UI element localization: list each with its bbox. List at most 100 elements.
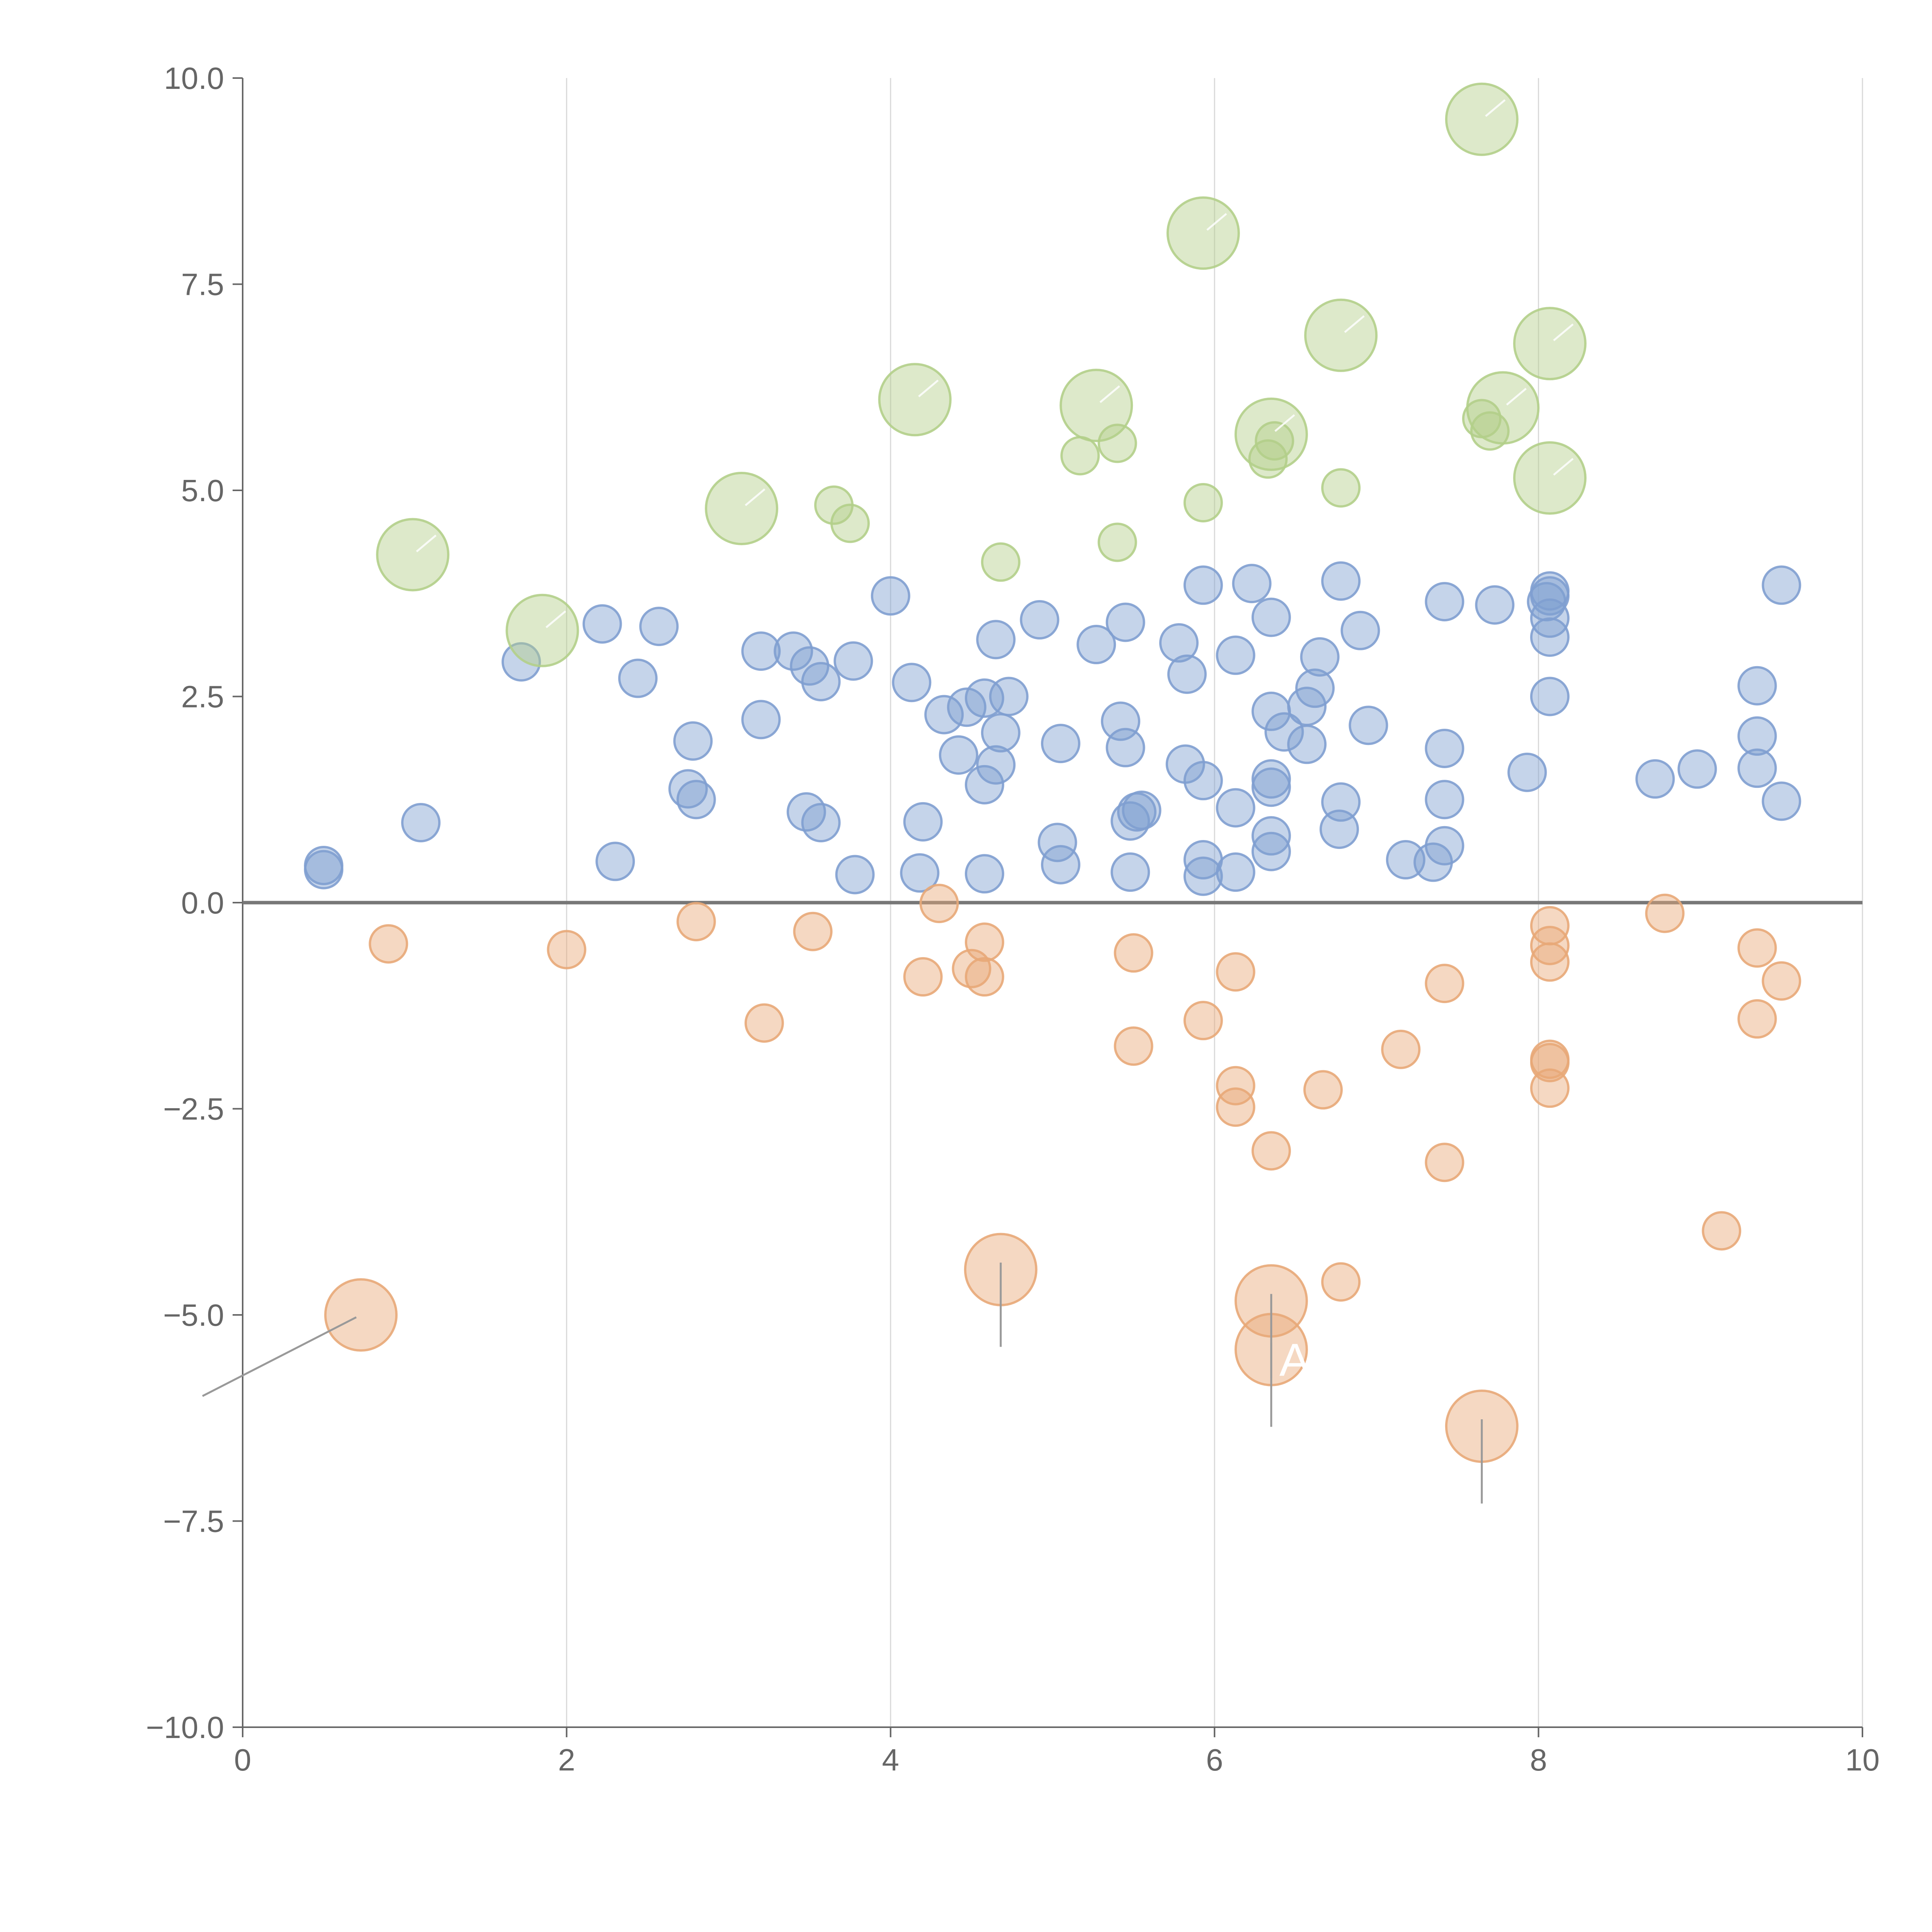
bubble-blue — [1251, 816, 1291, 856]
series-orange — [324, 884, 1801, 1463]
bubble-blue — [1111, 852, 1150, 892]
bubble-green — [1060, 436, 1100, 476]
leader-line — [545, 610, 566, 628]
tick-labels: 10.0 7.5 5.0 2.5 0.0 −2.5 −5.0 −7.5 −10.0 0 2 4 6 8 10 — [146, 61, 1880, 1777]
bubble-orange — [1251, 1131, 1291, 1171]
leader-line — [1485, 99, 1506, 117]
bubble-orange — [919, 884, 959, 923]
bubble-blue — [1300, 637, 1340, 677]
bubble-orange — [1762, 961, 1801, 1001]
bubble-blue — [1425, 728, 1464, 768]
bubble-green — [1060, 369, 1133, 442]
bubble-orange — [744, 1003, 784, 1043]
bubble-blue — [801, 803, 841, 843]
bubble-blue — [1762, 781, 1801, 821]
bubble-green — [1445, 82, 1519, 156]
bubble-orange — [1216, 1087, 1255, 1127]
bubble-blue — [976, 745, 1016, 785]
leader-line — [1274, 414, 1295, 432]
leader-line — [1206, 213, 1227, 231]
bubble-green — [376, 518, 450, 592]
bubble-orange — [1216, 1066, 1255, 1105]
bubble-orange — [1645, 893, 1685, 933]
bubble-blue — [502, 642, 541, 682]
bubble-orange — [1381, 1029, 1421, 1069]
bubble-blue — [1321, 561, 1361, 601]
bubble-green — [1513, 441, 1587, 515]
bubble-blue — [1251, 759, 1291, 799]
bubble-blue — [939, 735, 978, 775]
bubble-blue — [618, 658, 658, 698]
bubble-blue — [1425, 780, 1464, 820]
bubble-blue — [741, 700, 781, 740]
bubble-blue — [1530, 677, 1570, 716]
bubble-green — [1466, 371, 1540, 445]
bubble-blue — [1737, 748, 1777, 788]
bubble-green — [1470, 411, 1510, 451]
bubble-orange — [1530, 1068, 1570, 1108]
bubble-orange — [676, 902, 716, 942]
bubble-blue — [1287, 724, 1327, 764]
bubble-blue — [1183, 761, 1223, 801]
bubble-blue — [1020, 600, 1060, 640]
y-tick-label: 7.5 — [181, 267, 224, 302]
bubble-orange — [369, 924, 408, 964]
bubble-green — [1097, 522, 1137, 562]
bubble-blue — [1077, 625, 1116, 665]
x-tick-label: 6 — [1206, 1743, 1223, 1777]
bubble-blue — [1475, 585, 1515, 625]
bubble-blue — [1122, 790, 1162, 830]
bubble-blue — [1425, 582, 1464, 622]
bubble-blue — [1167, 654, 1207, 694]
bubble-blue — [1530, 617, 1570, 657]
leader-lines — [202, 99, 1574, 1504]
series-blue — [304, 561, 1801, 896]
leader-line — [202, 1316, 357, 1397]
y-tick-label: 0.0 — [181, 886, 224, 920]
series-green — [376, 82, 1587, 667]
bubble-blue — [676, 780, 716, 820]
bubble-blue — [1349, 706, 1388, 745]
bubble-green — [705, 471, 779, 545]
leader-line — [918, 379, 939, 398]
bubble-orange — [964, 922, 1004, 962]
bubble-blue — [1507, 752, 1547, 792]
bubble-blue — [774, 631, 813, 671]
y-tick-label: −10.0 — [146, 1710, 224, 1745]
y-tick-label: −2.5 — [163, 1092, 224, 1126]
bubble-blue — [964, 854, 1004, 894]
bubble-orange — [1114, 933, 1153, 973]
bubble-blue — [801, 662, 841, 702]
bubble-blue — [835, 855, 875, 895]
annotations: A — [1279, 1334, 1310, 1386]
bubble-blue — [1251, 767, 1291, 807]
bubble-blue — [833, 641, 873, 681]
bubble-orange — [1737, 999, 1777, 1039]
bubble-blue — [1425, 826, 1464, 866]
bubble-orange — [903, 957, 943, 997]
x-tick-label: 10 — [1845, 1743, 1880, 1777]
bubble-blue — [1264, 712, 1304, 752]
bubble-green — [1304, 298, 1378, 372]
bubble-layer — [304, 82, 1801, 1463]
bubble-orange — [1114, 1026, 1153, 1066]
bubble-green — [1234, 397, 1308, 471]
leader-line — [1099, 385, 1120, 403]
bubble-green — [878, 363, 952, 437]
bubble-blue — [903, 802, 943, 842]
x-tick-label: 2 — [558, 1743, 575, 1777]
bubble-green — [830, 503, 870, 543]
bubble-green — [1183, 483, 1223, 523]
bubble-orange — [1425, 964, 1464, 1003]
bubble-blue — [1105, 602, 1145, 642]
bubble-orange — [1737, 928, 1777, 968]
leader-line — [1506, 388, 1527, 406]
bubble-green — [505, 594, 579, 667]
bubble-blue — [1762, 565, 1801, 605]
bubble-orange — [547, 930, 587, 969]
x-tick-label: 4 — [882, 1743, 900, 1777]
bubble-blue — [964, 765, 1004, 804]
y-tick-label: 5.0 — [181, 473, 224, 508]
bubble-blue — [1183, 856, 1223, 896]
